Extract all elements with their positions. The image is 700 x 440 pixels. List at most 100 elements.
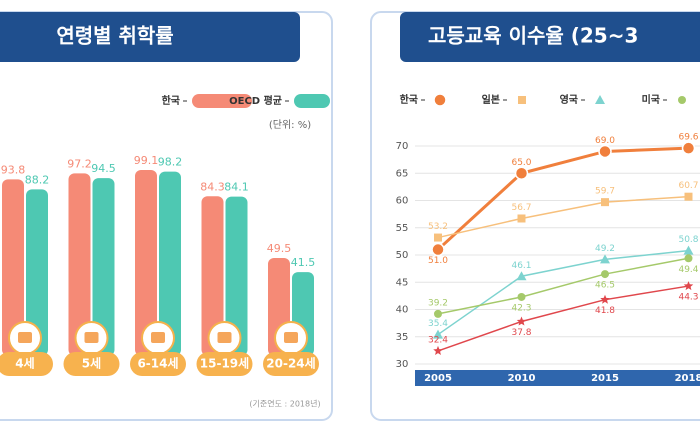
y-tick-label: 50 bbox=[396, 250, 409, 261]
value-label: 69.0 bbox=[595, 136, 615, 146]
value-label: 88.2 bbox=[25, 173, 50, 186]
value-label: 84.1 bbox=[224, 181, 249, 194]
point bbox=[433, 93, 447, 107]
footnote: (기준연도 : 2018년) bbox=[249, 399, 320, 409]
chart-title: 고등교육 이수율 (25~3 bbox=[428, 24, 638, 48]
y-tick-label: 30 bbox=[396, 359, 409, 370]
value-label: 56.7 bbox=[511, 203, 531, 213]
legend-swatch bbox=[192, 94, 252, 108]
x-tick-label: 2018 bbox=[675, 373, 700, 384]
point bbox=[433, 345, 443, 355]
series-line bbox=[436, 146, 689, 251]
value-label: 60.7 bbox=[678, 181, 698, 191]
value-label: 97.2 bbox=[67, 157, 92, 170]
category-pill bbox=[0, 352, 53, 376]
point bbox=[683, 281, 694, 291]
value-label: 99.1 bbox=[134, 154, 159, 167]
legend-label: 일본 bbox=[482, 93, 500, 106]
point bbox=[600, 294, 610, 304]
value-label: 46.5 bbox=[595, 281, 615, 291]
point bbox=[434, 309, 442, 318]
value-label: 98.2 bbox=[158, 156, 183, 169]
x-tick-label: 4세 bbox=[15, 356, 34, 371]
category-pill bbox=[263, 352, 319, 376]
y-tick-label: 60 bbox=[396, 196, 409, 207]
y-tick-label: 45 bbox=[396, 277, 409, 288]
value-label: 49.2 bbox=[595, 244, 615, 254]
x-tick-label: 6-14세 bbox=[137, 356, 178, 371]
point bbox=[601, 270, 609, 279]
bar bbox=[201, 196, 224, 356]
legend-label: 미국 bbox=[642, 93, 660, 106]
bar bbox=[68, 173, 91, 356]
x-tick-label: 2005 bbox=[424, 373, 452, 384]
value-label: 50.8 bbox=[678, 235, 698, 245]
x-tick-label: 2010 bbox=[508, 373, 536, 384]
legend-label: 영국 bbox=[560, 93, 578, 106]
legend-label: 한국 bbox=[162, 95, 180, 107]
value-label: 84.3 bbox=[200, 180, 225, 193]
series-line bbox=[437, 285, 689, 352]
value-label: 32.4 bbox=[428, 335, 448, 345]
value-label: 49.4 bbox=[678, 265, 698, 275]
legend-label: OECD 평균 bbox=[229, 94, 282, 107]
point bbox=[601, 198, 609, 207]
point bbox=[516, 316, 527, 326]
series-line bbox=[437, 195, 689, 239]
point bbox=[517, 214, 526, 223]
value-label: 94.5 bbox=[91, 162, 116, 175]
value-label: 65.0 bbox=[511, 158, 531, 168]
value-label: 44.3 bbox=[678, 293, 698, 303]
point bbox=[684, 192, 693, 201]
value-label: 51.0 bbox=[428, 256, 448, 266]
value-label: 42.3 bbox=[511, 303, 531, 313]
category-pill bbox=[63, 352, 120, 376]
point bbox=[684, 254, 693, 263]
point bbox=[678, 96, 686, 104]
point bbox=[683, 245, 694, 255]
y-tick-label: 70 bbox=[396, 141, 409, 152]
category-icon-glyph bbox=[18, 332, 32, 343]
category-icon-glyph bbox=[284, 332, 298, 343]
point bbox=[514, 166, 529, 180]
category-pill bbox=[130, 352, 186, 376]
x-tick-label: 2015 bbox=[591, 373, 619, 384]
value-label: 93.8 bbox=[1, 163, 26, 176]
y-tick-label: 35 bbox=[396, 332, 409, 343]
right-title-banner bbox=[400, 12, 700, 62]
point bbox=[434, 233, 442, 242]
x-tick-label: 15-19세 bbox=[200, 356, 249, 371]
left-title-banner bbox=[0, 12, 300, 62]
unit-note: (단위: %) bbox=[269, 118, 311, 131]
value-label: 41.8 bbox=[595, 306, 615, 316]
x-axis-band bbox=[415, 370, 700, 386]
value-label: 35.4 bbox=[428, 319, 448, 329]
value-label: 41.5 bbox=[291, 256, 316, 269]
legend-swatch bbox=[294, 94, 330, 108]
point bbox=[516, 271, 527, 281]
series-line bbox=[437, 257, 689, 315]
point bbox=[600, 254, 610, 264]
category-icon-glyph bbox=[84, 332, 99, 343]
point bbox=[518, 96, 526, 104]
value-label: 39.2 bbox=[428, 298, 448, 308]
legend-label: 한국 bbox=[400, 94, 418, 106]
bar bbox=[135, 169, 157, 356]
y-tick-label: 65 bbox=[396, 168, 409, 179]
x-tick-label: 20-24세 bbox=[266, 356, 315, 371]
value-label: 59.7 bbox=[595, 187, 615, 197]
value-label: 46.1 bbox=[511, 261, 531, 271]
point bbox=[595, 95, 605, 104]
bar bbox=[92, 178, 115, 356]
point bbox=[431, 242, 445, 257]
bar bbox=[26, 189, 48, 356]
point bbox=[598, 144, 612, 159]
value-label: 49.5 bbox=[267, 242, 292, 255]
bar bbox=[225, 196, 248, 356]
value-label: 53.2 bbox=[428, 222, 448, 232]
category-pill bbox=[196, 352, 253, 376]
bar bbox=[159, 171, 181, 356]
value-label: 69.6 bbox=[678, 133, 698, 143]
